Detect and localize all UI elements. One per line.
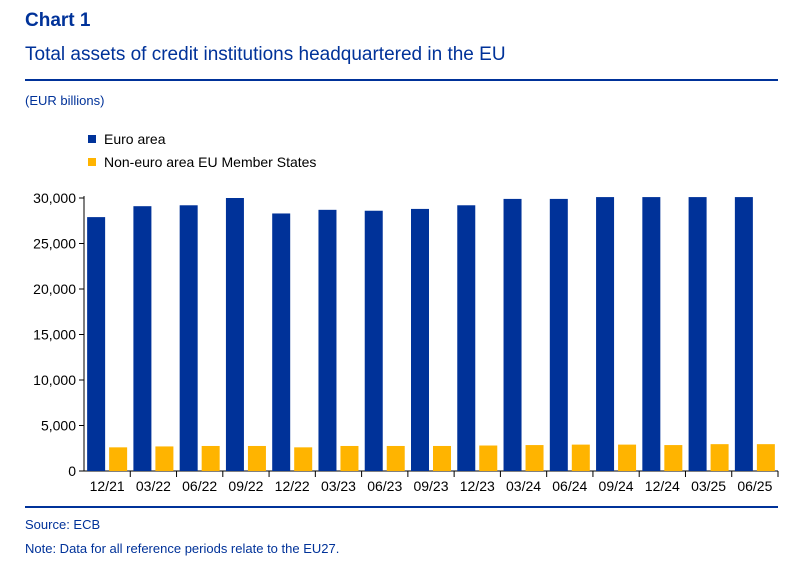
bar-non-euro <box>479 445 498 471</box>
bar-chart: 0 5,000 10,000 15,000 20,000 25,000 30,000 12/2… <box>33 190 779 494</box>
y-tick-label: 15,000 <box>33 327 76 343</box>
x-tick-label: 09/24 <box>599 478 634 494</box>
y-tick-label: 25,000 <box>33 236 76 252</box>
bar-non-euro <box>525 445 544 471</box>
x-tick-label: 06/25 <box>737 478 772 494</box>
legend-label-euro-area: Euro area <box>104 130 166 147</box>
x-tick-label: 03/25 <box>691 478 726 494</box>
bar-euro-area <box>688 197 707 471</box>
title-divider <box>25 79 778 81</box>
bar-euro-area <box>179 205 198 471</box>
bar-euro-area <box>596 197 615 471</box>
bar-non-euro <box>664 445 683 471</box>
legend-item-non-euro: Non-euro area EU Member States <box>88 150 316 173</box>
bar-euro-area <box>411 208 429 472</box>
bar-euro-area <box>225 198 244 471</box>
y-tick-label: 20,000 <box>33 281 76 297</box>
bar-euro-area <box>503 198 522 471</box>
x-tick-label: 12/21 <box>90 478 125 494</box>
bar-non-euro <box>756 444 775 471</box>
bar-euro-area <box>549 198 568 471</box>
x-tick-label: 03/22 <box>136 478 171 494</box>
y-tick-label: 30,000 <box>33 190 76 206</box>
footnote: Note: Data for all reference periods rel… <box>25 541 340 556</box>
bar-euro-area <box>364 210 383 472</box>
x-tick-label: 12/24 <box>645 478 680 494</box>
bar-non-euro <box>340 445 359 471</box>
x-tick-label: 06/23 <box>367 478 402 494</box>
bar-euro-area <box>133 206 152 471</box>
bar-non-euro <box>571 444 590 471</box>
legend-label-non-euro: Non-euro area EU Member States <box>104 153 317 170</box>
x-tick-label: 12/22 <box>275 478 310 494</box>
x-tick-label: 09/23 <box>413 478 448 494</box>
x-tick-label: 12/23 <box>460 478 495 494</box>
legend: Euro area Non-euro area EU Member States <box>88 127 316 173</box>
x-tick-label: 03/24 <box>506 478 541 494</box>
bar-euro-area <box>87 217 106 471</box>
y-tick-label: 10,000 <box>33 372 76 388</box>
bar-non-euro <box>109 447 128 471</box>
bar-non-euro <box>710 444 729 471</box>
chart-label: Chart 1 <box>25 10 91 31</box>
bar-non-euro <box>247 445 266 471</box>
legend-swatch-euro-area <box>88 134 96 143</box>
bar-non-euro <box>386 445 405 471</box>
x-tick-label: 09/22 <box>228 478 263 494</box>
legend-swatch-non-euro <box>88 157 96 166</box>
bar-non-euro <box>155 446 174 471</box>
footer-divider <box>25 506 778 508</box>
bar-euro-area <box>457 205 476 471</box>
chart-title: Total assets of credit institutions head… <box>25 44 506 65</box>
bar-euro-area <box>318 209 337 471</box>
bar-euro-area <box>734 197 753 471</box>
bar-euro-area <box>642 197 661 471</box>
bar-euro-area <box>272 213 291 471</box>
y-tick-label: 5,000 <box>41 418 76 434</box>
unit-label: (EUR billions) <box>25 93 105 108</box>
y-tick-label: 0 <box>68 463 76 479</box>
x-tick-label: 06/24 <box>552 478 587 494</box>
bar-non-euro <box>618 444 637 471</box>
x-tick-label: 03/23 <box>321 478 356 494</box>
legend-item-euro-area: Euro area <box>88 127 316 150</box>
bar-non-euro <box>201 445 220 471</box>
bar-non-euro <box>294 447 313 471</box>
bar-non-euro <box>433 445 451 471</box>
x-tick-label: 06/22 <box>182 478 217 494</box>
source-note: Source: ECB <box>25 517 101 532</box>
